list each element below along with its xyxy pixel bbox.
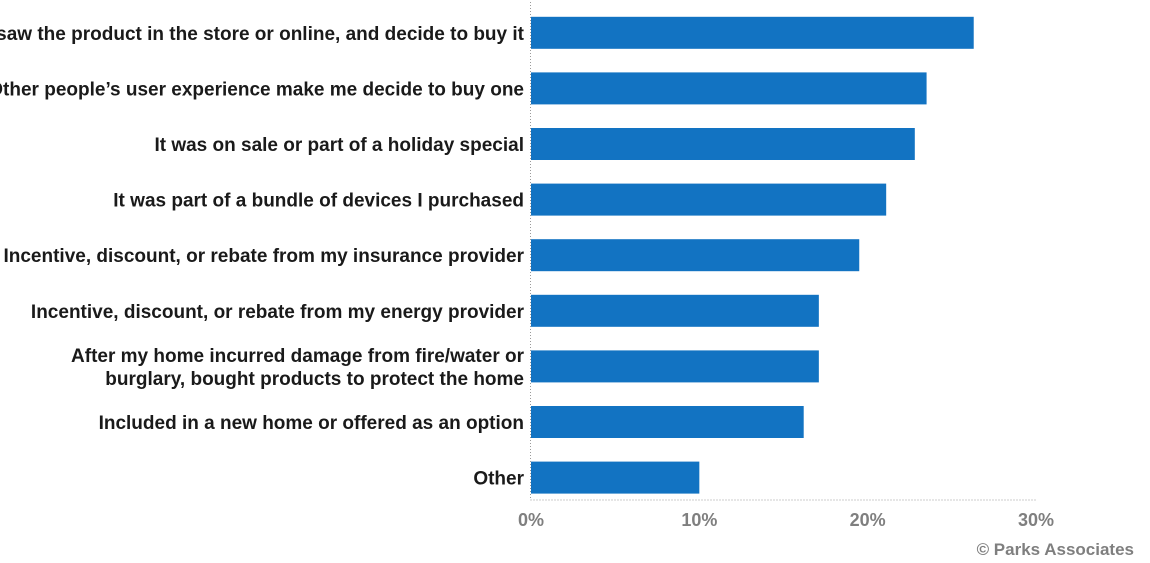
bar-3 xyxy=(531,128,915,160)
category-label-2: Other people’s user experience make me d… xyxy=(0,79,524,100)
bar-9 xyxy=(531,461,700,494)
x-axis: 0% 10% 20% 30% xyxy=(518,2,1054,530)
bar-7 xyxy=(531,350,819,383)
category-label-1: I saw the product in the store or online… xyxy=(0,24,525,45)
category-label-7-line-1: After my home incurred damage from fire/… xyxy=(71,346,525,367)
category-label-4: It was part of a bundle of devices I pur… xyxy=(113,191,524,212)
category-label-3: It was on sale or part of a holiday spec… xyxy=(154,135,524,156)
bar-2 xyxy=(531,72,927,105)
category-label-5: Incentive, discount, or rebate from my i… xyxy=(3,246,524,267)
category-label-9: Other xyxy=(473,469,524,490)
x-tick-label-2: 10% xyxy=(681,510,717,530)
category-label-7-line-2: burglary, bought products to protect the… xyxy=(105,369,524,390)
bar-6 xyxy=(531,294,819,327)
category-label-6: Incentive, discount, or rebate from my e… xyxy=(31,302,525,323)
bars-layer xyxy=(531,16,974,494)
category-labels: I saw the product in the store or online… xyxy=(0,24,525,490)
bar-8 xyxy=(531,406,804,438)
bar-5 xyxy=(531,239,860,272)
x-tick-label-3: 20% xyxy=(850,510,886,530)
copyright-text: © Parks Associates xyxy=(977,540,1134,559)
bar-1 xyxy=(531,16,974,49)
bar-4 xyxy=(531,183,887,216)
x-tick-label-4: 30% xyxy=(1018,510,1054,530)
x-tick-label-1: 0% xyxy=(518,510,544,530)
category-label-8: Included in a new home or offered as an … xyxy=(99,413,524,434)
